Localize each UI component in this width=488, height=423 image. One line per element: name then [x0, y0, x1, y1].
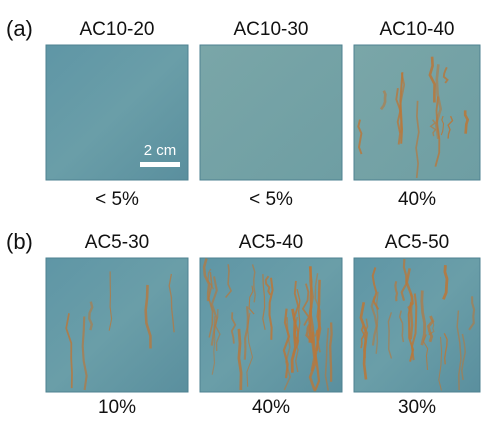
- scale-bar-label: 2 cm: [144, 142, 177, 159]
- corrosion-ratio: 40%: [252, 397, 290, 418]
- sample-name: AC5-40: [239, 232, 303, 253]
- sample-photo: [46, 45, 188, 180]
- tile: [46, 45, 188, 180]
- figure: (a) AC10-20 < 5% AC10-30 < 5% AC10-40 40% (b) AC…: [0, 0, 488, 418]
- corrosion-ratio: 30%: [398, 397, 436, 418]
- corrosion-ratio: 40%: [398, 189, 436, 210]
- sample-name: AC10-40: [380, 19, 455, 40]
- sample-name: AC10-20: [80, 19, 155, 40]
- sample-photo: [200, 258, 342, 392]
- panel-label: (a): [6, 16, 33, 41]
- corrosion-ratio: 10%: [98, 397, 136, 418]
- sample-photo: [46, 258, 188, 392]
- sample-name: AC5-50: [385, 232, 449, 253]
- tile: [200, 45, 342, 180]
- sample-name: AC5-30: [85, 232, 149, 253]
- corrosion-ratio: < 5%: [95, 189, 139, 210]
- corrosion-streak: [330, 322, 331, 381]
- scale-bar: [140, 162, 180, 167]
- panel-label: (b): [6, 229, 33, 254]
- corrosion-ratio: < 5%: [249, 189, 293, 210]
- sample-photo: [354, 45, 480, 180]
- sample-photo: [200, 45, 342, 180]
- sample-name: AC10-30: [234, 19, 309, 40]
- sample-photo: [354, 258, 480, 392]
